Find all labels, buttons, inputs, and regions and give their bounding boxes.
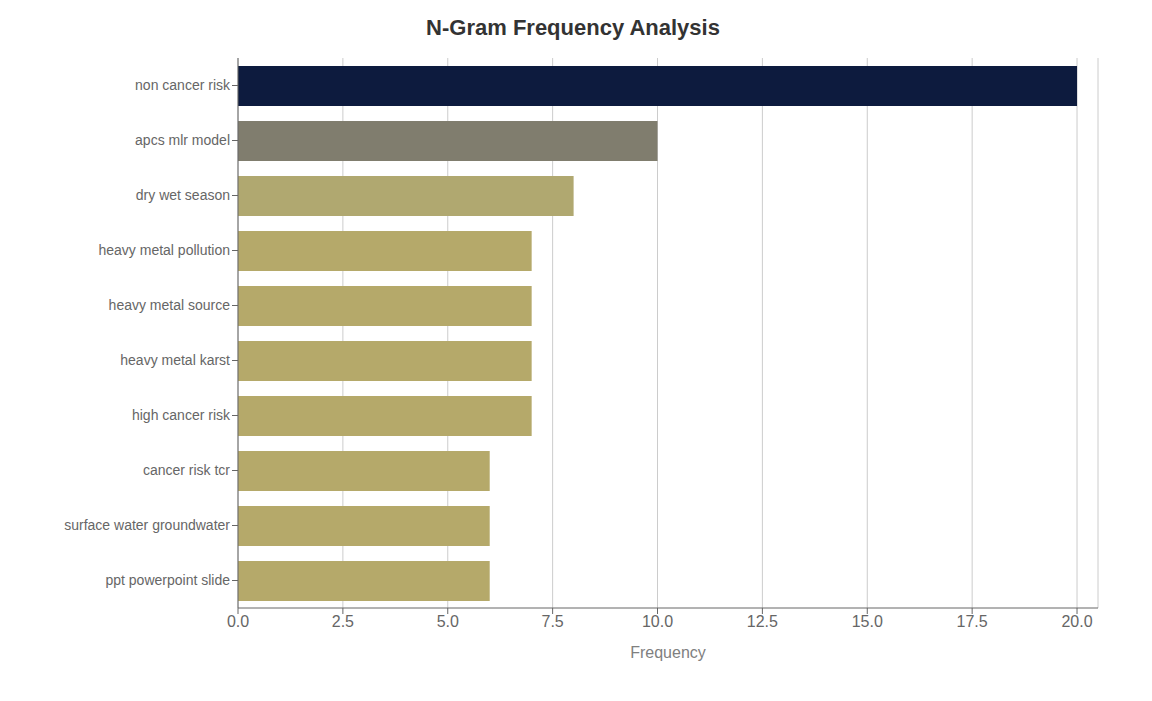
svg-text:20.0: 20.0: [1061, 613, 1092, 630]
svg-text:0.0: 0.0: [227, 613, 249, 630]
svg-text:heavy metal pollution: heavy metal pollution: [98, 242, 230, 258]
svg-text:5.0: 5.0: [437, 613, 459, 630]
svg-text:heavy metal karst: heavy metal karst: [120, 352, 230, 368]
svg-text:7.5: 7.5: [542, 613, 564, 630]
svg-text:2.5: 2.5: [332, 613, 354, 630]
html-text:N-Gram Frequency Analysis: N-Gram Frequency Analysis: [426, 15, 720, 40]
svg-text:cancer risk tcr: cancer risk tcr: [143, 462, 230, 478]
svg-text:dry wet season: dry wet season: [136, 187, 230, 203]
svg-text:apcs mlr model: apcs mlr model: [135, 132, 230, 148]
svg-text:15.0: 15.0: [852, 613, 883, 630]
svg-text:17.5: 17.5: [957, 613, 988, 630]
svg-text:ppt powerpoint slide: ppt powerpoint slide: [105, 572, 230, 588]
svg-text:surface water groundwater: surface water groundwater: [64, 517, 230, 533]
svg-text:Frequency: Frequency: [630, 644, 706, 661]
svg-text:high cancer risk: high cancer risk: [132, 407, 231, 423]
svg-text:10.0: 10.0: [642, 613, 673, 630]
svg-text:12.5: 12.5: [747, 613, 778, 630]
svg-text:heavy metal source: heavy metal source: [109, 297, 231, 313]
svg-text:non cancer risk: non cancer risk: [135, 77, 231, 93]
